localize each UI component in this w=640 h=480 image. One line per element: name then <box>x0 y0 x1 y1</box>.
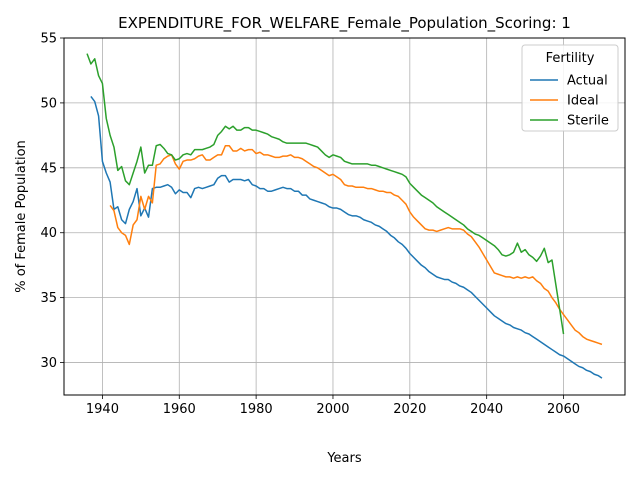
x-tick-label: 2040 <box>470 402 503 417</box>
x-axis-label: Years <box>326 451 362 466</box>
legend-items: Actual Ideal Sterile <box>530 74 609 129</box>
y-tick-label: 40 <box>40 226 57 241</box>
y-tick-label: 35 <box>40 291 57 306</box>
y-tick-label: 55 <box>40 32 57 47</box>
plot-frame <box>63 37 626 396</box>
x-axis-ticks: 1940 1960 1980 2000 2020 2040 2060 <box>86 395 580 417</box>
series-line-ideal <box>109 145 603 346</box>
y-tick-label: 45 <box>40 161 57 176</box>
y-axis-ticks: 30 35 40 45 50 55 <box>40 32 64 371</box>
legend-title: Fertility <box>546 51 595 66</box>
y-axis-label: % of Female Population <box>14 140 29 293</box>
legend-label-actual: Actual <box>567 74 608 89</box>
legend-label-sterile: Sterile <box>567 114 609 129</box>
x-tick-label: 1940 <box>86 402 119 417</box>
legend: Fertility Actual Ideal Sterile <box>521 44 619 132</box>
chart-title: EXPENDITURE_FOR_WELFARE_Female_Populatio… <box>118 14 571 33</box>
x-tick-label: 2060 <box>547 402 580 417</box>
series-line-sterile <box>86 53 565 335</box>
series-lines <box>86 53 603 379</box>
x-tick-label: 2020 <box>393 402 426 417</box>
x-tick-label: 2000 <box>316 402 349 417</box>
series-line-actual <box>90 95 603 379</box>
x-tick-label: 1980 <box>240 402 273 417</box>
x-tick-label: 1960 <box>163 402 196 417</box>
legend-box <box>521 44 619 132</box>
legend-label-ideal: Ideal <box>567 94 599 109</box>
y-tick-label: 50 <box>40 96 57 111</box>
y-tick-label: 30 <box>40 356 57 371</box>
